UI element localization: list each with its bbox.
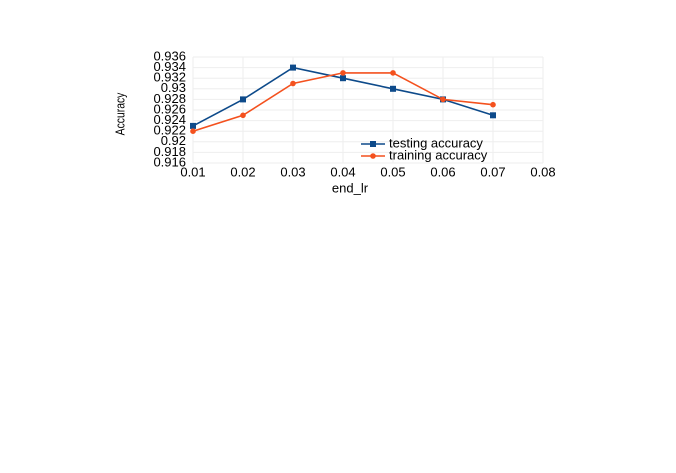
marker xyxy=(340,75,346,82)
x-tick-label: 0.07 xyxy=(480,164,505,179)
x-tick-label: 0.02 xyxy=(230,164,255,179)
legend-label: training accuracy xyxy=(389,147,488,162)
y-tick-label: 0.926 xyxy=(153,101,186,116)
marker xyxy=(440,96,446,103)
marker xyxy=(390,70,396,76)
y-axis-label: Accuracy xyxy=(113,93,127,136)
marker xyxy=(240,112,246,119)
marker xyxy=(340,70,346,76)
marker xyxy=(190,128,196,134)
marker xyxy=(490,112,496,119)
y-tick-label: 0.93 xyxy=(161,80,186,95)
marker xyxy=(290,64,296,71)
marker xyxy=(190,122,196,129)
y-tick-label: 0.934 xyxy=(153,59,186,74)
legend-label: testing accuracy xyxy=(389,135,483,150)
legend-marker xyxy=(370,141,376,147)
x-tick-label: 0.01 xyxy=(180,164,205,179)
y-tick-label: 0.916 xyxy=(153,154,186,169)
y-tick-label: 0.936 xyxy=(153,48,186,63)
legend-marker xyxy=(370,153,376,159)
x-tick-label: 0.08 xyxy=(530,164,555,179)
x-axis-label: end_lr xyxy=(332,180,369,195)
y-tick-label: 0.92 xyxy=(161,133,186,148)
marker xyxy=(490,101,496,108)
y-tick-label: 0.918 xyxy=(153,144,186,159)
x-tick-label: 0.04 xyxy=(330,164,355,179)
marker xyxy=(290,80,296,87)
y-tick-label: 0.922 xyxy=(153,123,186,138)
y-tick-label: 0.924 xyxy=(153,112,186,127)
marker xyxy=(240,96,246,103)
marker xyxy=(390,85,396,92)
y-tick-label: 0.932 xyxy=(153,70,186,85)
x-tick-label: 0.03 xyxy=(280,164,305,179)
x-tick-label: 0.06 xyxy=(430,164,455,179)
y-tick-label: 0.928 xyxy=(153,91,186,106)
x-tick-label: 0.05 xyxy=(380,164,405,179)
